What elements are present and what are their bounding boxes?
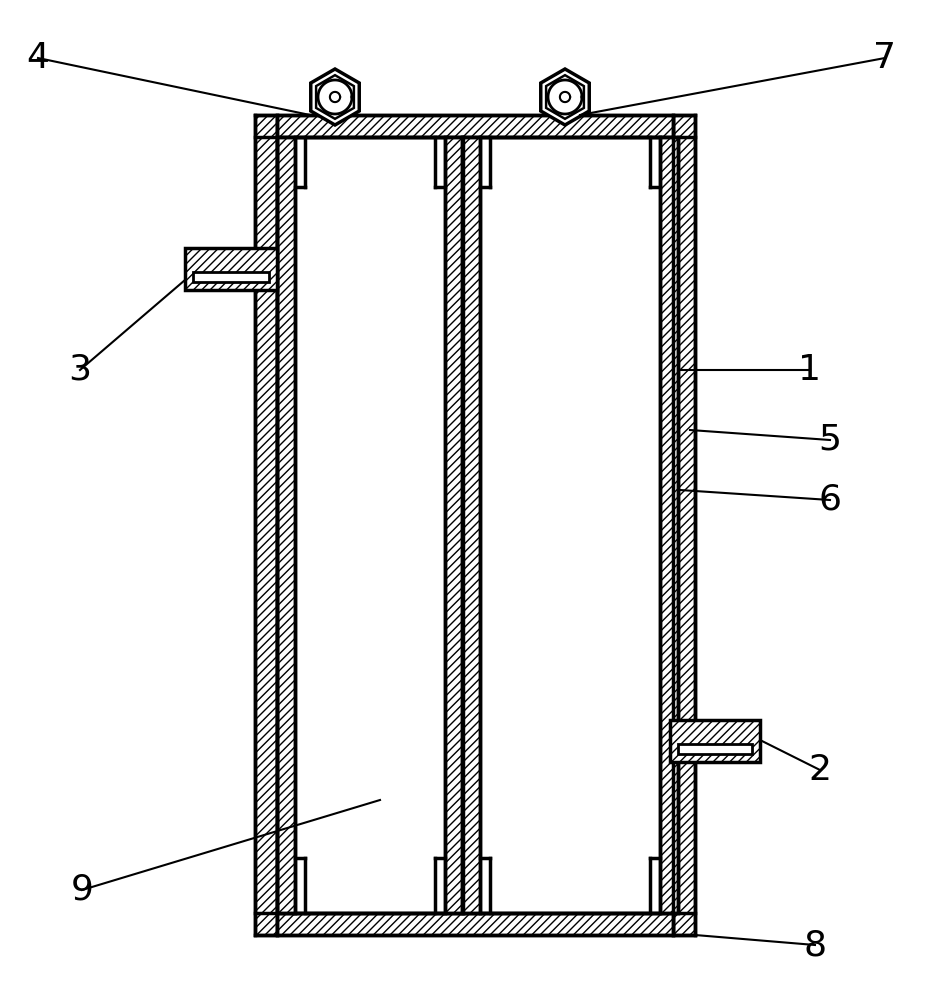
Text: 7: 7 xyxy=(873,41,897,75)
Text: 1: 1 xyxy=(799,353,821,387)
Polygon shape xyxy=(540,69,589,125)
Bar xyxy=(480,137,660,913)
Bar xyxy=(670,720,760,762)
Polygon shape xyxy=(316,75,354,119)
Text: 6: 6 xyxy=(819,483,841,517)
Bar xyxy=(277,137,295,913)
Bar xyxy=(660,137,678,913)
Text: 2: 2 xyxy=(808,753,832,787)
Bar xyxy=(277,115,673,137)
Polygon shape xyxy=(311,69,359,125)
Bar xyxy=(295,137,445,913)
Text: 8: 8 xyxy=(803,928,827,962)
Bar xyxy=(673,115,695,935)
Bar xyxy=(678,744,752,754)
Text: 5: 5 xyxy=(819,423,841,457)
Bar xyxy=(185,248,277,290)
Text: 4: 4 xyxy=(26,41,49,75)
Bar xyxy=(193,272,269,282)
Bar xyxy=(462,137,480,913)
Polygon shape xyxy=(546,75,584,119)
Text: 9: 9 xyxy=(71,873,93,907)
Bar xyxy=(445,137,463,913)
Bar xyxy=(255,115,277,935)
Text: 3: 3 xyxy=(69,353,91,387)
Bar xyxy=(277,913,673,935)
